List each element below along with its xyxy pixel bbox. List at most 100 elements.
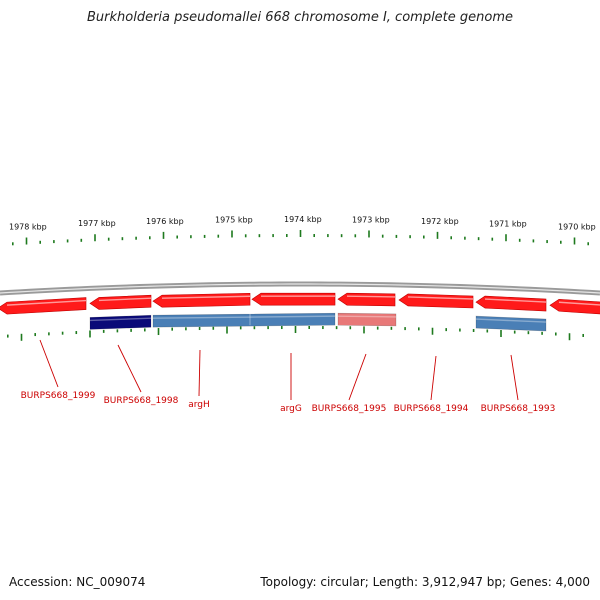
minor-tick <box>423 235 425 239</box>
gene-label: BURPS668_1999 <box>21 391 96 401</box>
major-tick <box>294 326 297 334</box>
gene-label: argG <box>280 404 302 414</box>
gene-label: BURPS668_1994 <box>394 404 469 414</box>
minor-tick <box>39 240 41 244</box>
gene-leader-line <box>39 339 59 388</box>
minor-tick <box>546 240 548 244</box>
reverse-gene-block <box>152 312 336 328</box>
reverse-gene-block <box>337 312 397 327</box>
minor-tick <box>144 328 146 332</box>
minor-tick <box>335 326 338 330</box>
minor-tick <box>61 331 64 335</box>
reverse-gene-block <box>89 314 152 330</box>
minor-tick <box>477 237 480 241</box>
major-tick <box>226 326 228 334</box>
gene-leader-line <box>430 355 437 401</box>
gene-leader-line <box>510 354 519 401</box>
gene-sheen <box>475 318 547 323</box>
minor-tick <box>53 240 55 244</box>
forward-gene-arrow <box>89 294 152 310</box>
major-tick <box>20 333 23 341</box>
major-tick <box>431 327 434 335</box>
ruler-label: 1973 kbp <box>352 215 390 224</box>
major-tick <box>89 330 91 338</box>
minor-tick <box>381 234 384 238</box>
minor-tick <box>390 326 393 330</box>
minor-tick <box>244 234 247 238</box>
minor-tick <box>80 238 83 242</box>
major-tick <box>500 330 502 338</box>
gene-sheen <box>484 298 547 303</box>
forward-gene-arrow <box>549 298 600 315</box>
minor-tick <box>107 237 110 241</box>
minor-tick <box>7 334 9 338</box>
ruler-label: 1974 kbp <box>284 215 322 224</box>
minor-tick <box>376 326 379 330</box>
minor-tick <box>149 236 151 240</box>
gene-sheen <box>98 297 152 302</box>
minor-tick <box>203 234 206 238</box>
major-tick <box>25 237 28 245</box>
ruler-labels: 1978 kbp 1977 kbp 1976 kbp 1975 kbp 1974 kbp… <box>9 215 596 232</box>
minor-tick <box>121 237 124 241</box>
forward-gene-arrow <box>475 295 547 312</box>
minor-tick <box>185 327 187 331</box>
minor-tick <box>450 236 452 240</box>
forward-gene-arrow <box>337 292 396 307</box>
major-tick <box>157 328 160 336</box>
major-tick <box>299 230 302 238</box>
minor-tick <box>445 328 447 332</box>
ruler-label: 1977 kbp <box>78 219 116 228</box>
minor-tick <box>198 327 201 331</box>
minor-tick <box>66 239 69 243</box>
minor-tick <box>582 333 584 337</box>
gene-leader-line <box>198 349 201 397</box>
minor-tick <box>486 329 489 333</box>
minor-tick <box>464 236 466 240</box>
ruler-label: 1970 kbp <box>558 223 596 232</box>
minor-tick <box>354 234 357 238</box>
reverse-gene-block <box>475 315 547 332</box>
minor-tick <box>491 237 494 241</box>
major-tick <box>363 326 365 334</box>
ruler-label: 1976 kbp <box>146 217 184 226</box>
forward-gene-arrow <box>398 293 474 309</box>
minor-tick <box>281 326 283 330</box>
minor-tick <box>190 235 192 239</box>
minor-tick <box>322 326 324 330</box>
forward-gene-arrow <box>251 292 336 306</box>
gene-leader-line <box>348 353 367 401</box>
ruler-label: 1972 kbp <box>421 217 459 226</box>
minor-tick <box>171 327 173 331</box>
minor-tick <box>135 236 137 240</box>
gene-sheen <box>6 299 87 306</box>
minor-tick <box>34 333 36 337</box>
minor-tick <box>116 329 119 333</box>
gene-sheen <box>407 296 474 300</box>
minor-tick <box>48 332 50 336</box>
minor-tick <box>395 234 398 238</box>
minor-tick <box>472 328 475 332</box>
minor-tick <box>308 326 310 330</box>
minor-tick <box>532 239 535 243</box>
minor-tick <box>541 331 543 335</box>
forward-gene-arrow <box>0 297 87 315</box>
minor-tick <box>176 235 178 239</box>
major-tick <box>368 230 370 238</box>
gene-sheen <box>558 301 600 306</box>
major-tick <box>505 234 507 242</box>
minor-tick <box>102 329 105 333</box>
minor-tick <box>212 326 215 330</box>
minor-tick <box>560 240 562 244</box>
major-tick <box>231 230 233 238</box>
forward-strand-genes <box>0 292 600 315</box>
ruler-ticks-bottom <box>7 326 584 341</box>
minor-tick <box>253 326 256 330</box>
gene-label: argH <box>188 400 210 410</box>
chromosome-backbone <box>0 281 600 296</box>
minor-tick <box>75 331 78 335</box>
minor-tick <box>409 235 411 239</box>
genome-summary-text: Topology: circular; Length: 3,912,947 bp… <box>260 575 590 589</box>
